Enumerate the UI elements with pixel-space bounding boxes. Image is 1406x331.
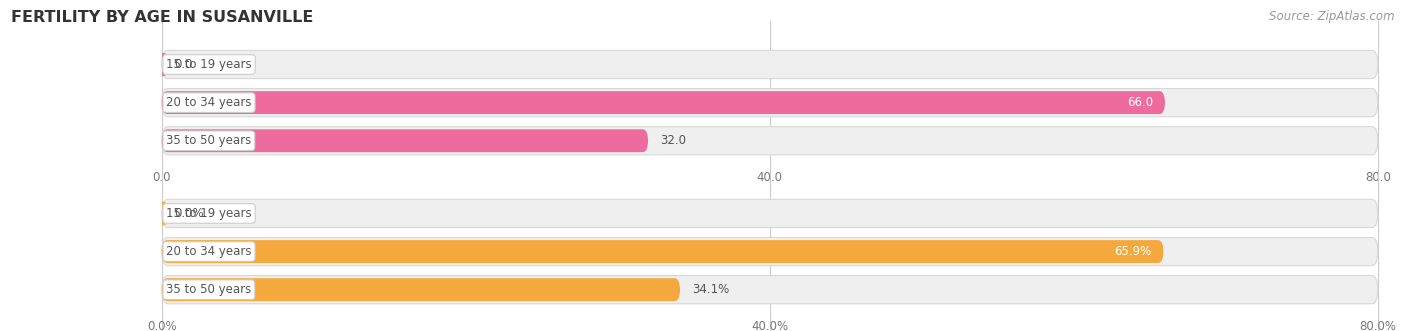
Text: 0.0%: 0.0% [174,207,204,220]
Text: 20 to 34 years: 20 to 34 years [166,245,252,258]
FancyBboxPatch shape [156,53,167,76]
Text: 15 to 19 years: 15 to 19 years [166,58,252,71]
FancyBboxPatch shape [162,199,1378,227]
Text: 20 to 34 years: 20 to 34 years [166,96,252,109]
Text: 32.0: 32.0 [661,134,686,147]
Text: FERTILITY BY AGE IN SUSANVILLE: FERTILITY BY AGE IN SUSANVILLE [11,10,314,25]
FancyBboxPatch shape [156,202,167,225]
FancyBboxPatch shape [162,278,681,301]
FancyBboxPatch shape [162,91,1166,114]
FancyBboxPatch shape [162,240,1164,263]
FancyBboxPatch shape [162,127,1378,155]
FancyBboxPatch shape [162,129,648,152]
Text: 65.9%: 65.9% [1114,245,1152,258]
Text: 15 to 19 years: 15 to 19 years [166,207,252,220]
Text: 35 to 50 years: 35 to 50 years [166,134,252,147]
Text: 66.0: 66.0 [1126,96,1153,109]
Text: Source: ZipAtlas.com: Source: ZipAtlas.com [1270,10,1395,23]
Text: 34.1%: 34.1% [692,283,730,296]
FancyBboxPatch shape [162,88,1378,117]
Text: 0.0: 0.0 [174,58,193,71]
FancyBboxPatch shape [162,276,1378,304]
Text: 35 to 50 years: 35 to 50 years [166,283,252,296]
FancyBboxPatch shape [162,237,1378,266]
FancyBboxPatch shape [162,50,1378,78]
